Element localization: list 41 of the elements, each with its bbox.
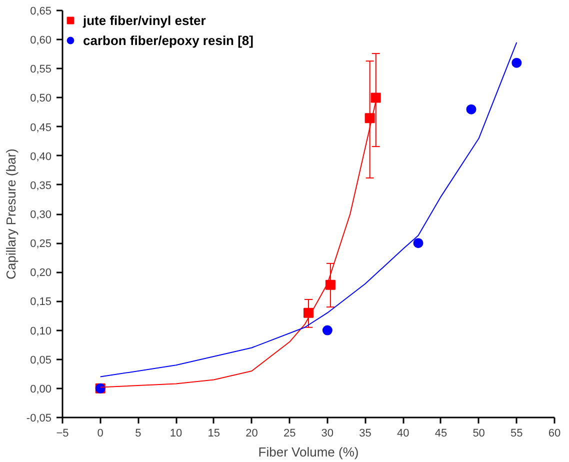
x-tick-label: 60 <box>548 428 561 440</box>
point <box>370 92 381 103</box>
point <box>364 113 375 124</box>
y-tick-label: 0,05 <box>30 354 52 366</box>
point <box>325 280 336 290</box>
point <box>413 238 424 248</box>
y-tick-label: -0,05 <box>26 412 52 424</box>
y-axis-title: Capillary Presure (bar) <box>3 148 18 280</box>
x-tick-label: 0 <box>97 428 104 440</box>
point <box>512 58 522 68</box>
y-tick-label: 0,30 <box>30 209 52 221</box>
x-tick-label: 40 <box>397 428 410 440</box>
y-tick-label: 0,15 <box>30 296 52 308</box>
point <box>466 104 476 114</box>
x-tick-label: 15 <box>208 428 220 440</box>
y-tick-label: 0,35 <box>30 180 52 192</box>
y-tick-label: 0,40 <box>30 150 52 163</box>
legend-label: carbon fiber/epoxy resin [8] <box>83 32 254 48</box>
legend-label: jute fiber/vinyl ester <box>83 12 206 28</box>
x-tick-label: 50 <box>472 428 485 440</box>
point <box>322 325 332 336</box>
y-tick-label: 0,65 <box>30 6 52 18</box>
y-tick-label: 0,20 <box>30 267 52 280</box>
x-tick-label: 45 <box>434 428 448 440</box>
x-axis-title: Fiber Volume (%) <box>258 444 359 460</box>
y-tick-label: 0,25 <box>30 238 52 250</box>
x-tick-label: 20 <box>246 428 258 440</box>
y-tick-label: 0,55 <box>30 64 52 76</box>
y-tick-label: 0,50 <box>30 92 52 105</box>
y-tick-label: 0,10 <box>30 325 52 338</box>
x-tick-label: 30 <box>321 428 334 440</box>
x-tick-label: 10 <box>170 428 182 440</box>
y-tick-label: 0,60 <box>30 34 52 47</box>
y-tick-label: 0,45 <box>30 122 52 134</box>
x-tick-label: 35 <box>359 428 372 440</box>
point <box>304 308 314 318</box>
x-tick-label: 55 <box>510 428 523 440</box>
x-tick-label: 5 <box>135 428 142 440</box>
y-tick-label: 0,00 <box>30 383 52 396</box>
x-tick-label: 25 <box>283 428 296 440</box>
x-tick-label: −5 <box>56 428 69 440</box>
